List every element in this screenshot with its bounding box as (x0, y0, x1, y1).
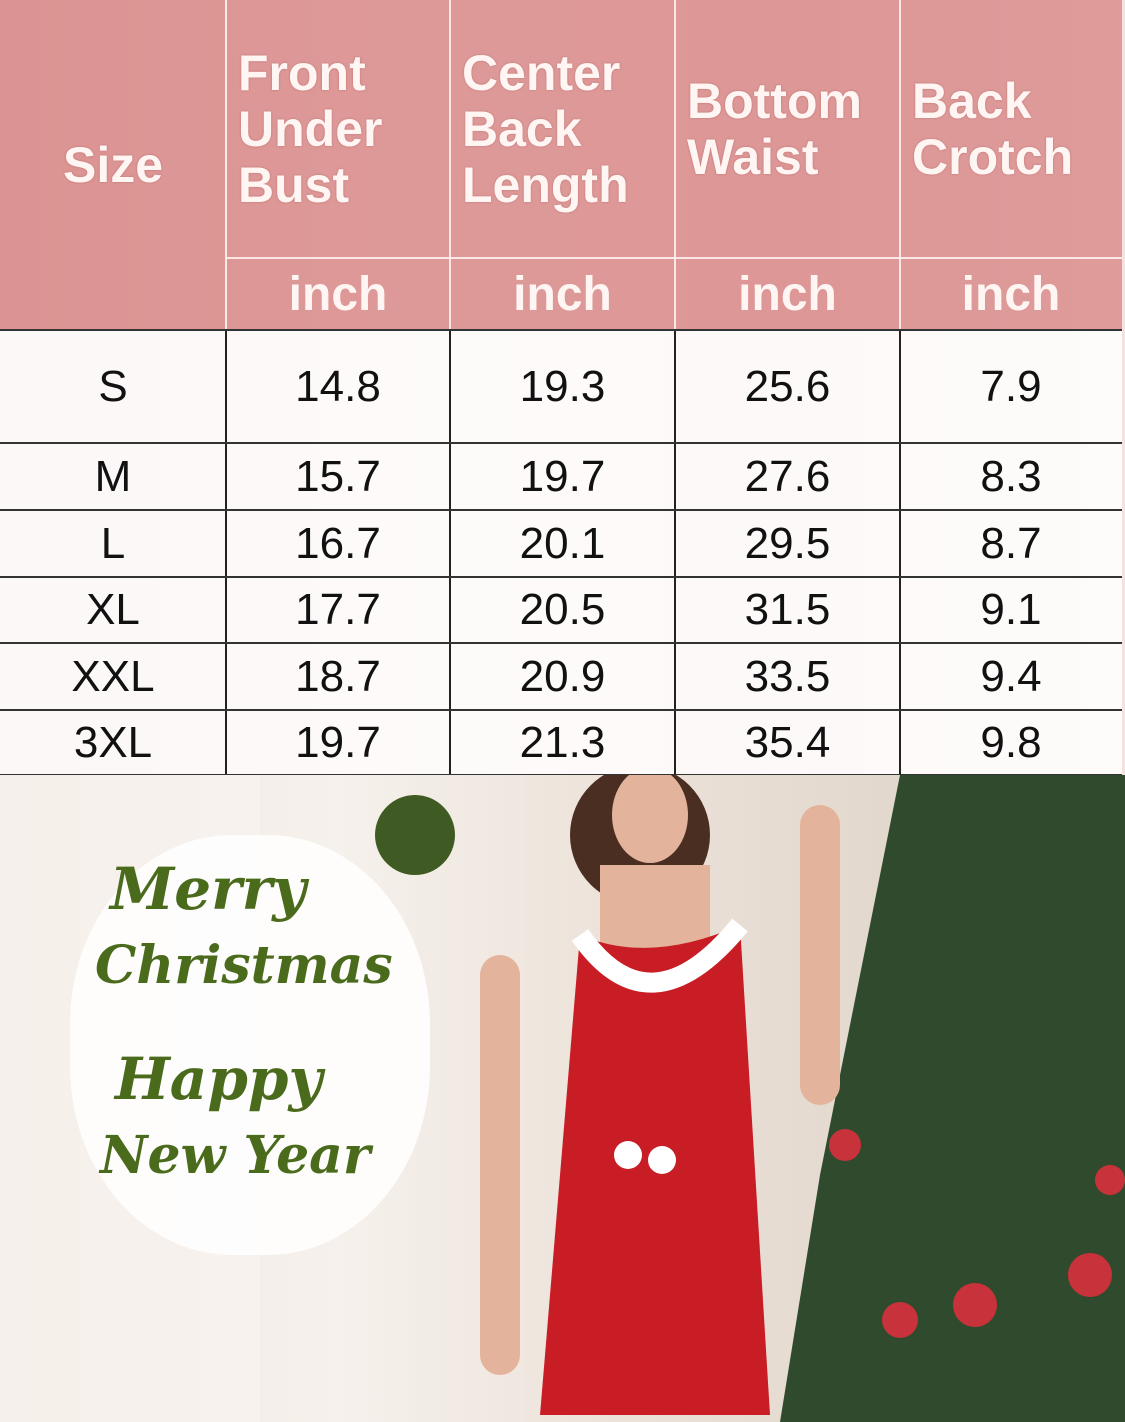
row-divider (0, 709, 1122, 711)
measurement-cell: 9.8 (900, 710, 1122, 775)
size-cell: L (0, 510, 226, 577)
measurement-cell: 19.3 (450, 330, 675, 443)
measurement-cell: 8.3 (900, 443, 1122, 510)
product-photo: Merry Christmas Happy New Year (0, 775, 1125, 1422)
measurement-cell: 33.5 (675, 643, 900, 710)
measurement-cell: 27.6 (675, 443, 900, 510)
measurement-cell: 15.7 (226, 443, 450, 510)
measurement-cell: 9.1 (900, 577, 1122, 643)
table-header (0, 0, 1122, 330)
measurement-cell: 20.5 (450, 577, 675, 643)
measurement-cell: 17.7 (226, 577, 450, 643)
unit-label: inch (513, 267, 612, 321)
measurement-cell: 7.9 (900, 330, 1122, 443)
unit-label: inch (288, 267, 388, 321)
measurement-cell: 20.1 (450, 510, 675, 577)
header-divider (899, 0, 901, 330)
row-divider (0, 329, 1122, 331)
greeting-badge (70, 835, 430, 1255)
unit-label: inch (961, 267, 1061, 321)
row-divider (0, 642, 1122, 644)
header-divider (226, 257, 1122, 259)
model (480, 775, 840, 1415)
measurement-cell: 19.7 (450, 443, 675, 510)
measurement-cell: 21.3 (450, 710, 675, 775)
measurement-cell: 25.6 (675, 330, 900, 443)
greeting-line-1: Merry (110, 855, 306, 923)
measurement-cell: 19.7 (226, 710, 450, 775)
header-back-crotch: Back Crotch (912, 73, 1074, 185)
greeting-line-4: New Year (100, 1125, 371, 1186)
size-cell: XXL (0, 643, 226, 710)
column-divider (225, 330, 227, 775)
size-cell: M (0, 443, 226, 510)
measurement-cell: 14.8 (226, 330, 450, 443)
size-cell: 3XL (0, 710, 226, 775)
measurement-cell: 18.7 (226, 643, 450, 710)
wreath-icon (375, 795, 455, 875)
column-divider (899, 330, 901, 775)
measurement-cell: 29.5 (675, 510, 900, 577)
measurement-cell: 9.4 (900, 643, 1122, 710)
header-divider (674, 0, 676, 330)
column-divider (449, 330, 451, 775)
header-front-under-bust: Front Under Bust (238, 45, 383, 213)
size-cell: S (0, 330, 226, 443)
column-divider (674, 330, 676, 775)
size-cell: XL (0, 577, 226, 643)
row-divider (0, 509, 1122, 511)
greeting-line-2: Christmas (95, 935, 393, 996)
row-divider (0, 442, 1122, 444)
measurement-cell: 31.5 (675, 577, 900, 643)
row-divider (0, 576, 1122, 578)
header-divider (449, 0, 451, 330)
measurement-cell: 8.7 (900, 510, 1122, 577)
measurement-cell: 16.7 (226, 510, 450, 577)
unit-label: inch (738, 267, 837, 321)
header-divider (225, 0, 227, 330)
header-bottom-waist: Bottom Waist (687, 73, 862, 185)
header-center-back-length: Center Back Length (462, 45, 629, 213)
measurement-cell: 20.9 (450, 643, 675, 710)
christmas-tree (780, 775, 1125, 1422)
measurement-cell: 35.4 (675, 710, 900, 775)
header-size: Size (62, 137, 164, 193)
greeting-line-3: Happy (115, 1045, 323, 1113)
